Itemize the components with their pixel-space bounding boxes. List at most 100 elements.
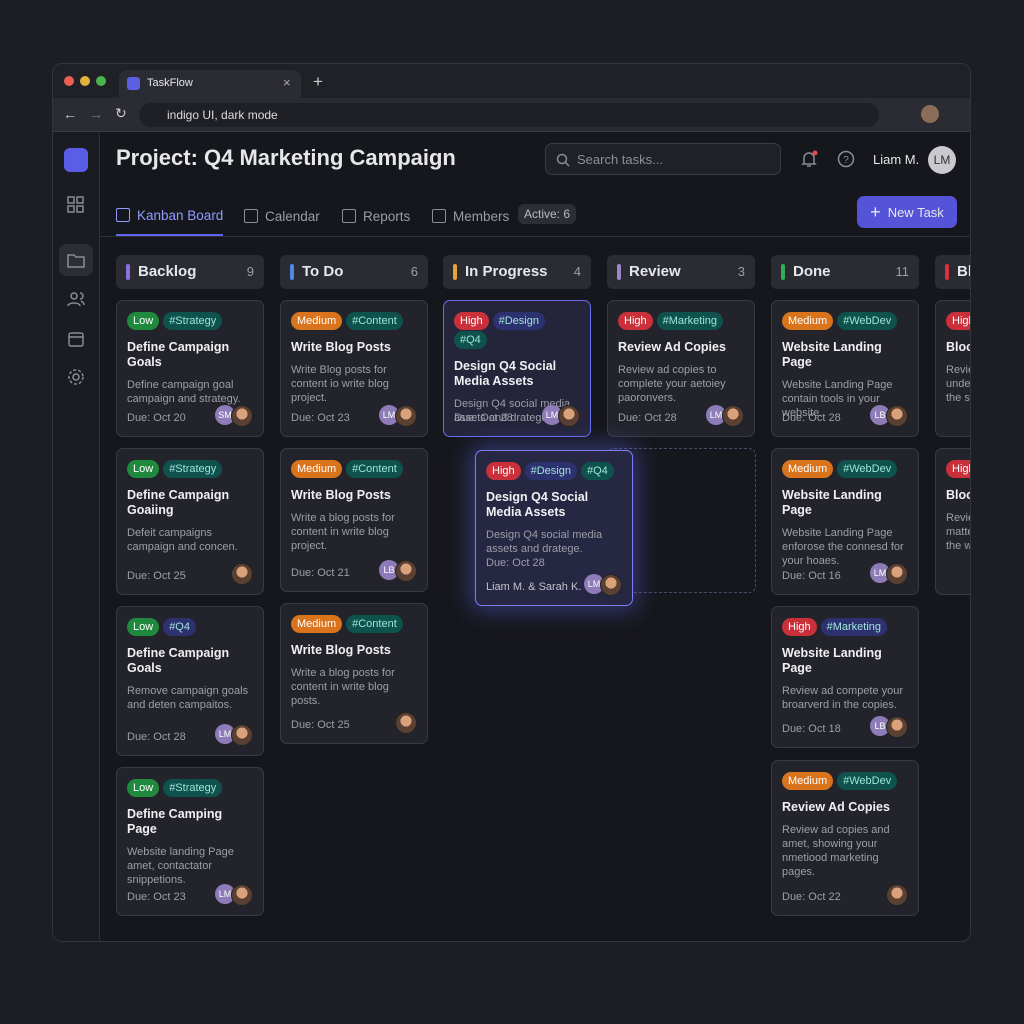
avatars: LB xyxy=(870,405,908,427)
card-description: Revie unde the s xyxy=(946,364,970,404)
priority-tag: Medium xyxy=(782,312,834,330)
nav-projects[interactable] xyxy=(59,244,93,276)
task-card[interactable]: Low #Strategy Define Campaign Goals Define … xyxy=(116,300,264,437)
tab-icon xyxy=(432,209,446,223)
nav-team[interactable] xyxy=(67,290,85,308)
column-accent xyxy=(453,264,457,280)
avatars: LM xyxy=(870,563,908,585)
nav-settings[interactable] xyxy=(67,368,85,386)
back[interactable]: ← xyxy=(63,106,77,122)
tab-close[interactable]: × xyxy=(283,75,291,90)
due-date: Due: Oct 25 xyxy=(127,570,186,582)
task-card[interactable]: Medium #Content Write Blog Posts Write a bl… xyxy=(280,603,428,744)
avatar: LM xyxy=(215,724,235,744)
column-header: Review 3 xyxy=(607,255,755,289)
tag: #WebDev xyxy=(837,312,898,330)
tag-row: High xyxy=(946,311,970,330)
task-card[interactable]: Medium #Content Write Blog Posts Write Blog… xyxy=(280,300,428,437)
forward[interactable]: → xyxy=(89,106,103,122)
view-tab[interactable]: Reports xyxy=(342,196,410,236)
column-accent xyxy=(945,264,949,280)
avatar-photo xyxy=(231,405,253,427)
user-avatar[interactable]: LM xyxy=(928,146,956,174)
column-title: Backlog xyxy=(138,263,197,280)
avatars xyxy=(395,712,417,734)
avatars: LB xyxy=(379,560,417,582)
new-task-button[interactable]: + New Task xyxy=(857,196,957,228)
view-tab[interactable]: Members xyxy=(432,196,509,236)
avatar-photo xyxy=(600,574,622,596)
card-title: Website Landing Page xyxy=(782,488,882,517)
tab-label: Calendar xyxy=(265,208,320,224)
card-title: Write Blog Posts xyxy=(291,340,391,354)
search[interactable]: Search tasks... xyxy=(545,143,781,175)
assignees: Liam M. & Sarah K. xyxy=(486,581,582,593)
priority-tag: High xyxy=(486,462,521,480)
avatar: LM xyxy=(584,574,604,594)
avatar: LM xyxy=(542,405,562,425)
new-task-label: New Task xyxy=(887,204,944,220)
tag: #Q4 xyxy=(580,462,614,480)
card-description: Design Q4 social media assets and drateg… xyxy=(454,398,571,424)
help[interactable]: ? xyxy=(837,150,855,168)
tag: #Content xyxy=(346,460,403,478)
priority-tag: High xyxy=(946,460,970,478)
priority-tag: Medium xyxy=(782,460,834,478)
nav-dashboard[interactable] xyxy=(67,196,85,214)
avatar-photo xyxy=(558,405,580,427)
address: indigo UI, dark mode xyxy=(167,108,278,122)
column-accent xyxy=(126,264,130,280)
priority-tag: Medium xyxy=(782,772,834,790)
due-date: Due: Oct 18 xyxy=(782,723,841,735)
task-card[interactable]: High #Marketing Website Landing Page Review… xyxy=(771,606,919,748)
task-card[interactable]: Medium #Content Write Blog Posts Write a bl… xyxy=(280,448,428,592)
column-header: To Do 6 xyxy=(280,255,428,289)
card-title: Define Camping Page xyxy=(127,807,223,836)
task-card[interactable]: Medium #WebDev Website Landing Page Website… xyxy=(771,448,919,595)
card-description: Remove campaign goals and deten campaito… xyxy=(127,685,249,711)
card-description: Revie matte the w xyxy=(946,512,970,552)
tag-row: Medium #Content xyxy=(291,459,417,478)
task-card[interactable]: Low #Strategy Define Campaign Goaiing Defei… xyxy=(116,448,264,595)
notifications[interactable] xyxy=(800,150,818,168)
avatar-photo xyxy=(886,716,908,738)
task-card[interactable]: High#Design#Q4 Design Q4 Social Media Ass… xyxy=(475,450,633,606)
task-card[interactable]: Medium #WebDev Website Landing Page Website… xyxy=(771,300,919,437)
avatar: SM xyxy=(215,405,235,425)
reload[interactable]: ↻ xyxy=(115,105,127,121)
tab-label: Members xyxy=(453,208,510,224)
tab[interactable]: TaskFlow × xyxy=(119,70,301,98)
column-title: Review xyxy=(629,263,681,280)
column-title: To Do xyxy=(302,263,344,280)
task-card[interactable]: Medium #WebDev Review Ad Copies Review ad c… xyxy=(771,760,919,916)
task-card[interactable]: High Block Revie matte the w xyxy=(935,448,970,595)
tab-label: Reports xyxy=(363,208,411,224)
nav-calendar[interactable] xyxy=(67,330,85,348)
task-card[interactable]: Low #Strategy Define Camping Page Website l… xyxy=(116,767,264,916)
card-title: Design Q4 Social Media Assets xyxy=(486,490,589,519)
avatar-photo xyxy=(231,563,253,585)
avatar-photo xyxy=(886,563,908,585)
svg-text:?: ? xyxy=(843,155,849,166)
priority-tag: High xyxy=(454,312,489,330)
column-title: Done xyxy=(793,263,831,280)
card-description: Review ad copies to complete your aetoie… xyxy=(618,364,726,404)
avatars: LM xyxy=(379,405,417,427)
avatars: LB xyxy=(870,716,908,738)
address-bar[interactable]: indigo UI, dark mode xyxy=(139,103,879,127)
avatar-photo xyxy=(886,884,908,906)
task-card[interactable]: High #Marketing Review Ad Copies Review ad … xyxy=(607,300,755,437)
avatar-photo xyxy=(231,724,253,746)
tag-row: Low #Strategy xyxy=(127,459,253,478)
avatar-photo xyxy=(886,405,908,427)
window-controls xyxy=(64,76,106,86)
view-tab[interactable]: Calendar xyxy=(244,196,320,236)
profile[interactable] xyxy=(921,105,939,123)
column-count: 6 xyxy=(410,264,418,279)
task-card[interactable]: High Block Revie unde the s xyxy=(935,300,970,437)
view-tab[interactable]: Kanban Board xyxy=(116,196,224,236)
task-card[interactable]: Low #Q4 Define Campaign Goals Remove campai… xyxy=(116,606,264,756)
tag-row: High#Design#Q4 xyxy=(486,461,622,480)
new-tab[interactable]: + xyxy=(313,72,323,91)
